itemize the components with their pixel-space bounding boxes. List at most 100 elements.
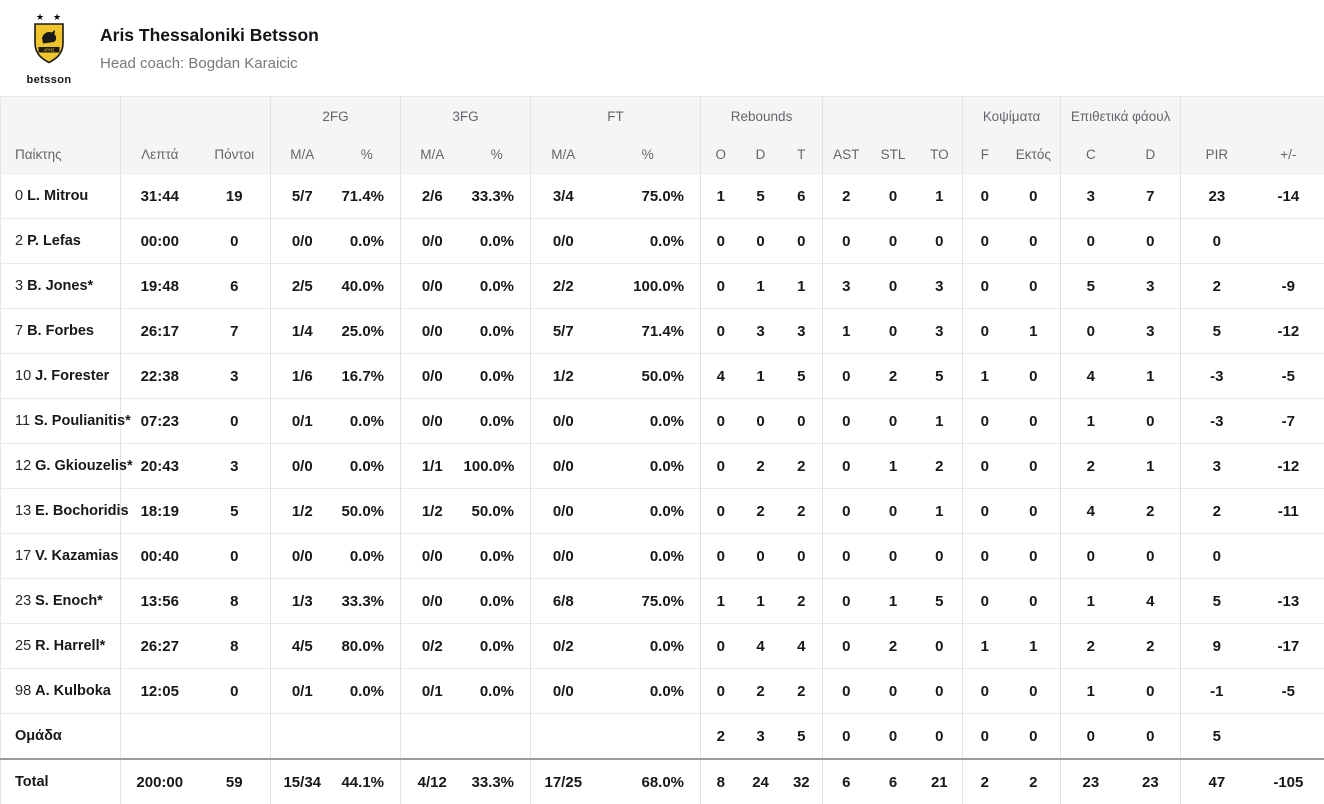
team-row-label: Ομάδα — [1, 714, 121, 760]
stat-cell: 68.0% — [596, 759, 701, 804]
stat-cell: 0 — [870, 174, 917, 219]
stat-cell: 0.0% — [334, 399, 401, 444]
stat-cell: 1 — [870, 444, 917, 489]
stat-cell: -5 — [1253, 669, 1324, 714]
stat-cell: 0 — [1007, 264, 1061, 309]
stat-cell — [596, 714, 701, 760]
stat-cell: 0 — [963, 219, 1007, 264]
stat-cell: 22:38 — [121, 354, 199, 399]
stat-cell: 2 — [1181, 489, 1253, 534]
stat-cell: 71.4% — [334, 174, 401, 219]
stat-cell — [1253, 714, 1324, 760]
stat-cell: 0/1 — [271, 399, 334, 444]
stat-cell: 0 — [870, 714, 917, 760]
stat-cell: -1 — [1181, 669, 1253, 714]
stat-cell: 8 — [199, 579, 271, 624]
stat-cell: 2 — [1121, 624, 1181, 669]
stat-cell: 07:23 — [121, 399, 199, 444]
stat-cell: -3 — [1181, 399, 1253, 444]
stat-cell: 33.3% — [464, 174, 531, 219]
stat-cell: 1 — [917, 174, 963, 219]
stat-cell: 1/4 — [271, 309, 334, 354]
stat-cell: 0 — [963, 174, 1007, 219]
group-header — [1181, 97, 1324, 136]
stat-cell: 1 — [963, 354, 1007, 399]
stat-cell: 2 — [781, 669, 823, 714]
stat-cell: 1 — [701, 579, 741, 624]
player-number: 10 — [15, 368, 31, 384]
player-number: 13 — [15, 503, 31, 519]
crest-band-text: ΑΡΗΣ — [43, 47, 55, 52]
stat-cell: 5 — [1181, 579, 1253, 624]
stat-cell: 2 — [781, 444, 823, 489]
stat-cell: -14 — [1253, 174, 1324, 219]
stat-cell: 33.3% — [334, 579, 401, 624]
stat-cell: 0 — [1007, 669, 1061, 714]
stat-cell: 59 — [199, 759, 271, 804]
stat-cell: 0 — [1121, 399, 1181, 444]
stat-cell: 0.0% — [464, 579, 531, 624]
stat-cell: 0 — [823, 354, 870, 399]
stat-cell: 0 — [963, 489, 1007, 534]
stat-cell: 1 — [741, 579, 781, 624]
stat-cell: 0 — [870, 309, 917, 354]
stat-cell: 2 — [963, 759, 1007, 804]
stat-cell: 0 — [701, 309, 741, 354]
stat-cell: -5 — [1253, 354, 1324, 399]
column-header: +/- — [1253, 135, 1324, 174]
stat-cell: 3 — [1061, 174, 1121, 219]
stat-cell: -3 — [1181, 354, 1253, 399]
stat-cell: 2 — [1121, 489, 1181, 534]
stat-cell: 9 — [1181, 624, 1253, 669]
stat-cell: -13 — [1253, 579, 1324, 624]
stat-cell: 5 — [741, 174, 781, 219]
stat-cell: -17 — [1253, 624, 1324, 669]
stat-cell: 0.0% — [596, 399, 701, 444]
stat-cell: 2 — [741, 669, 781, 714]
shield-shape — [35, 24, 63, 63]
stat-cell: 47 — [1181, 759, 1253, 804]
stat-cell: 0/0 — [401, 219, 464, 264]
column-header: Πόντοι — [199, 135, 271, 174]
stat-cell: 2 — [1181, 264, 1253, 309]
coach-line: Head coach: Bogdan Karaicic — [100, 55, 319, 72]
group-header: 3FG — [401, 97, 531, 136]
player-name: R. Harrell* — [35, 638, 105, 654]
stat-cell: 6 — [199, 264, 271, 309]
stat-cell: 0 — [870, 264, 917, 309]
stat-cell: 4 — [1061, 354, 1121, 399]
stat-cell: 0 — [1007, 174, 1061, 219]
column-header: M/A — [531, 135, 596, 174]
stat-cell: 0 — [1121, 669, 1181, 714]
stat-cell: 0 — [963, 264, 1007, 309]
stat-cell: 0 — [701, 669, 741, 714]
player-number: 12 — [15, 458, 31, 474]
stat-cell: 0 — [1007, 714, 1061, 760]
column-header: AST — [823, 135, 870, 174]
stat-cell: 3 — [741, 309, 781, 354]
stat-cell: 0.0% — [334, 534, 401, 579]
stat-cell: 33.3% — [464, 759, 531, 804]
stat-cell: -7 — [1253, 399, 1324, 444]
stat-cell: 17/25 — [531, 759, 596, 804]
stat-cell: 100.0% — [464, 444, 531, 489]
stat-cell: 0 — [741, 399, 781, 444]
stat-cell: 0 — [701, 489, 741, 534]
stat-cell: 12:05 — [121, 669, 199, 714]
stat-cell: 0 — [917, 669, 963, 714]
stat-cell: 0/0 — [401, 534, 464, 579]
stat-cell: 0/0 — [271, 444, 334, 489]
stat-cell: 15/34 — [271, 759, 334, 804]
stat-cell: 16.7% — [334, 354, 401, 399]
group-header: FT — [531, 97, 701, 136]
stat-cell: 0/0 — [401, 264, 464, 309]
stat-cell: 0/0 — [401, 354, 464, 399]
stat-cell: 0/0 — [401, 399, 464, 444]
stat-cell: 0 — [823, 579, 870, 624]
stat-cell: 0 — [701, 399, 741, 444]
stat-cell: 0 — [781, 399, 823, 444]
stat-cell: 1 — [1121, 444, 1181, 489]
